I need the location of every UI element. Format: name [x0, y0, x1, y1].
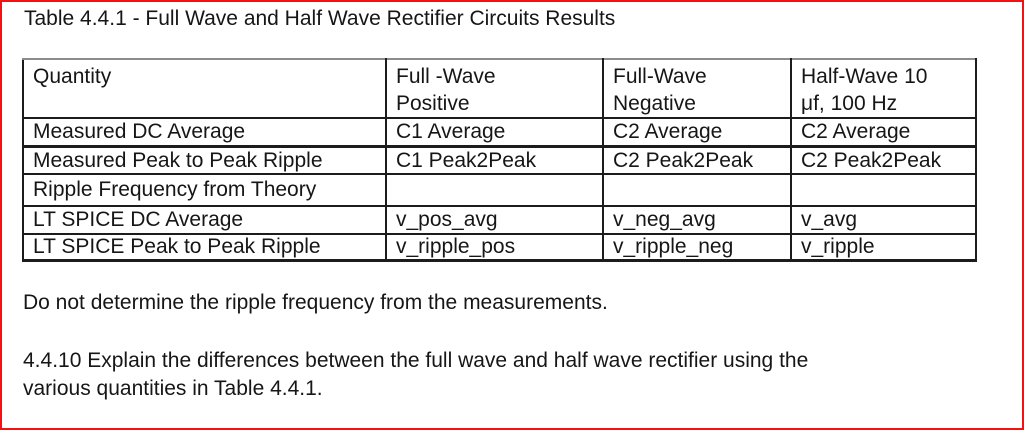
table-cell: C1 Peak2Peak	[385, 145, 604, 175]
table-row: Measured DC Average C1 Average C2 Averag…	[22, 117, 977, 148]
header-line: Full-Wave	[613, 65, 707, 88]
table-cell: C2 Average	[790, 117, 977, 148]
table-cell	[602, 173, 792, 207]
table-cell: C2 Average	[602, 117, 792, 148]
column-header-full-wave-negative: Full-Wave Negative	[602, 58, 792, 119]
table-cell: Measured DC Average	[22, 117, 387, 148]
table-cell: v_ripple_neg	[602, 233, 792, 262]
table-cell: v_ripple_pos	[385, 233, 604, 262]
header-line: μf, 100 Hz	[801, 92, 898, 115]
header-line: Half-Wave 10	[801, 65, 928, 88]
table-cell: LT SPICE DC Average	[22, 205, 387, 235]
table-cell	[385, 173, 604, 207]
column-header-full-wave-positive: Full -Wave Positive	[385, 58, 604, 119]
question-4-4-10: 4.4.10 Explain the differences between t…	[23, 347, 808, 403]
question-line-1: 4.4.10 Explain the differences between t…	[23, 349, 809, 372]
table-cell: Ripple Frequency from Theory	[22, 173, 387, 207]
header-row: Quantity Full -Wave Positive Full-Wave N…	[22, 58, 977, 119]
question-line-2: various quantities in Table 4.4.1.	[23, 377, 323, 400]
table-row: Measured Peak to Peak Ripple C1 Peak2Pea…	[22, 145, 977, 175]
column-header-half-wave: Half-Wave 10 μf, 100 Hz	[790, 58, 977, 119]
table-cell: C2 Peak2Peak	[790, 145, 977, 175]
header-line: Positive	[396, 92, 470, 115]
header-line: Negative	[613, 92, 696, 115]
table-row: LT SPICE Peak to Peak Ripple v_ripple_po…	[22, 233, 977, 262]
table-cell	[790, 173, 977, 207]
header-line: Quantity	[33, 65, 112, 88]
table-cell: v_ripple	[790, 233, 977, 262]
table-row: LT SPICE DC Average v_pos_avg v_neg_avg …	[22, 205, 977, 235]
table-cell: C2 Peak2Peak	[602, 145, 792, 175]
table-cell: LT SPICE Peak to Peak Ripple	[22, 233, 387, 262]
table-caption: Table 4.4.1 - Full Wave and Half Wave Re…	[24, 7, 616, 30]
header-line: Full -Wave	[396, 65, 496, 88]
table-cell: v_neg_avg	[602, 205, 792, 235]
table-cell: Measured Peak to Peak Ripple	[22, 145, 387, 175]
table-row: Ripple Frequency from Theory	[22, 173, 977, 207]
table-cell: C1 Average	[385, 117, 604, 148]
column-header-quantity: Quantity	[22, 58, 387, 119]
table-cell: v_avg	[790, 205, 977, 235]
table-cell: v_pos_avg	[385, 205, 604, 235]
note-ripple-frequency: Do not determine the ripple frequency fr…	[23, 291, 608, 314]
results-table: Quantity Full -Wave Positive Full-Wave N…	[22, 58, 977, 262]
